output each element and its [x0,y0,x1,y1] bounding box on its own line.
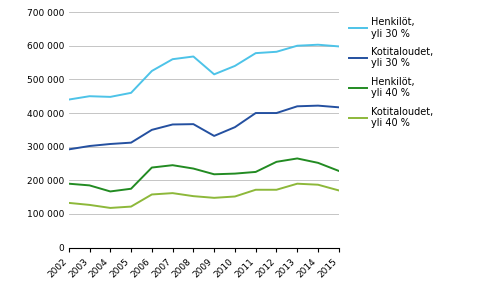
Legend: Henkilöt,
yli 30 %, Kotitaloudet,
yli 30 %, Henkilöt,
yli 40 %, Kotitaloudet,
yl: Henkilöt, yli 30 %, Kotitaloudet, yli 30… [349,17,434,128]
